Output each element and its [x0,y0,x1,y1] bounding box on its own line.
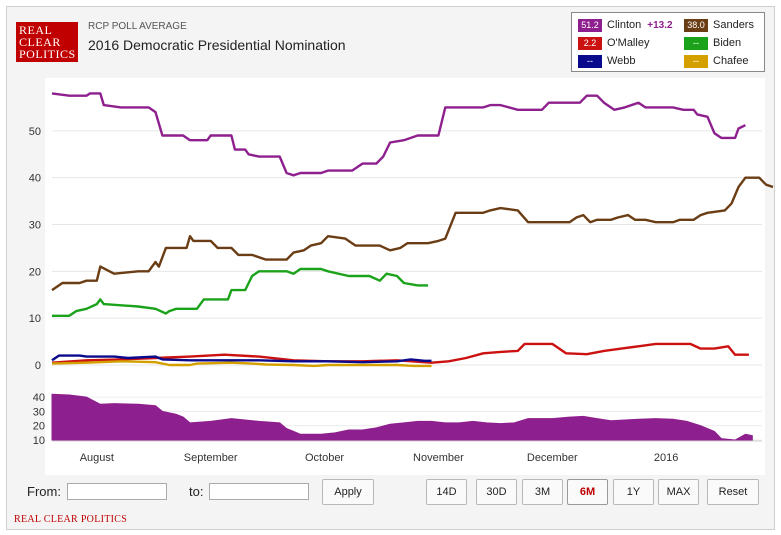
x-tick-label-august: August [80,452,114,464]
series-line-webb [51,354,432,364]
logo-line-3: POLITICS [19,47,76,61]
logo-line-2: CLEAR [19,35,61,49]
range-6m-button[interactable]: 6M [567,479,608,505]
spread-y-tick-20: 20 [33,421,45,433]
spread-area [51,393,753,441]
series-line-sanders [51,176,774,292]
legend-name-sanders: Sanders [713,19,754,31]
to-label: to: [189,484,204,499]
from-date-input[interactable] [67,483,167,500]
series-line-clinton [51,92,746,177]
footer-brand: REAL CLEAR POLITICS [14,514,128,525]
series-line-omalley [51,342,749,364]
x-tick-label-november: November [413,452,464,464]
legend-item-webb[interactable]: -- Webb [578,54,636,68]
series-line-biden [52,267,429,317]
legend-name-biden: Biden [713,37,742,49]
rcp-logo[interactable]: REAL CLEAR POLITICS [16,22,78,62]
legend-value-biden: -- [684,36,708,50]
y-tick-label-50: 50 [29,126,41,138]
logo-line-1: REAL [19,23,53,37]
x-tick-label-september: September [184,452,238,464]
spread-y-tick-10: 10 [33,435,45,447]
legend-item-omalley[interactable]: 2.2 O'Malley [578,36,649,50]
chart-title: 2016 Democratic Presidential Nomination [88,37,346,53]
legend-name-webb: Webb [607,55,636,67]
legend-item-chafee[interactable]: -- Chafee [684,54,748,68]
legend-item-clinton[interactable]: 51.2 Clinton +13.2 [578,18,673,32]
legend-item-sanders[interactable]: 38.0 Sanders [684,18,754,32]
from-label: From: [27,484,61,499]
x-tick-label-2016: 2016 [654,452,678,464]
range-max-button[interactable]: MAX [658,479,699,505]
chart-subtitle: RCP POLL AVERAGE [88,21,187,32]
legend-item-biden[interactable]: -- Biden [684,36,741,50]
legend-name-chafee: Chafee [713,55,749,67]
legend-value-omalley: 2.2 [578,36,602,50]
y-tick-label-40: 40 [29,173,41,185]
y-tick-label-30: 30 [29,220,41,232]
date-controls: From: to: Apply 14D 30D 3M 6M 1Y MAX Res… [17,476,765,512]
plot-area [45,78,765,475]
reset-button[interactable]: Reset [707,479,759,505]
y-tick-label-10: 10 [29,313,41,325]
range-14d-button[interactable]: 14D [426,479,467,505]
spread-y-tick-30: 30 [33,406,45,418]
legend-value-webb: -- [578,54,602,68]
apply-button[interactable]: Apply [322,479,374,505]
legend-value-chafee: -- [684,54,708,68]
y-tick-label-20: 20 [29,266,41,278]
legend-value-clinton: 51.2 [578,18,602,32]
clinton-spread: +13.2 [647,19,673,31]
series-line-chafee [51,360,432,368]
x-tick-label-october: October [305,452,344,464]
legend-name-omalley: O'Malley [607,37,650,49]
legend-name-clinton: Clinton [607,19,642,31]
y-tick-label-0: 0 [35,360,41,372]
spread-y-tick-40: 40 [33,392,45,404]
legend: 51.2 Clinton +13.2 38.0 Sanders 2.2 O'Ma… [571,12,765,72]
legend-value-sanders: 38.0 [684,18,708,32]
range-1y-button[interactable]: 1Y [613,479,654,505]
x-tick-label-december: December [527,452,578,464]
range-3m-button[interactable]: 3M [522,479,563,505]
range-30d-button[interactable]: 30D [476,479,517,505]
to-date-input[interactable] [209,483,309,500]
